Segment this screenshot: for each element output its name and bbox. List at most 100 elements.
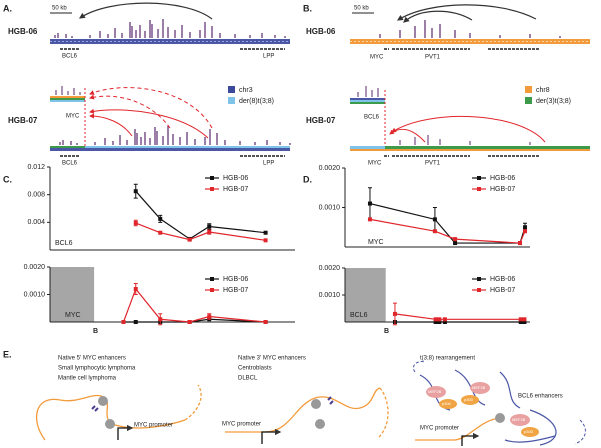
data-point [437, 320, 442, 324]
panel-e: E. Native 5' MYC enhancers Small lymphoc… [3, 349, 586, 446]
legend-marker [210, 187, 214, 191]
factor-label: MEF2B [472, 385, 486, 390]
data-point [158, 230, 163, 235]
dna-strand [415, 417, 501, 441]
legend-marker [477, 176, 481, 180]
chromosome-band [85, 146, 290, 148]
interaction-arc [403, 10, 473, 23]
data-point [133, 189, 138, 194]
data-point [263, 320, 268, 324]
y-tick-label: 0.0010 [24, 291, 46, 298]
chart-annotation: MYC [368, 239, 384, 246]
chromosome-band [50, 98, 85, 100]
data-point [133, 320, 138, 324]
gene-label: BCL6 [62, 54, 78, 60]
promoter-arrow [117, 424, 134, 440]
series-line [122, 287, 266, 323]
chart-annotation: BCL6 [55, 240, 73, 247]
legend-label: HGB-06 [490, 175, 515, 182]
data-point [518, 320, 523, 324]
protein [311, 399, 321, 409]
scale-text: 50 kb [52, 6, 67, 12]
factor-label: p300 [442, 401, 452, 406]
panel-label: B. [303, 3, 312, 13]
factor-label: MEF2B [512, 417, 526, 422]
legend-swatch [228, 97, 235, 104]
interaction-arc [389, 128, 426, 143]
chromosome-band [350, 102, 385, 104]
legend-marker [210, 288, 214, 292]
data-point [367, 217, 372, 222]
interaction-arc [89, 87, 213, 129]
data-point [437, 317, 442, 322]
legend-marker [477, 288, 481, 292]
legend-label: der(8)t(3;8) [239, 98, 274, 105]
signal-track [55, 86, 81, 95]
data-point [453, 237, 458, 242]
data-point [392, 311, 397, 316]
data-point [432, 229, 437, 234]
sample-label: HGB-06 [306, 27, 336, 36]
legend-marker [210, 176, 214, 180]
data-point [133, 221, 138, 226]
promoter-arrow [261, 428, 282, 444]
chart-annotation: B [384, 328, 389, 335]
sample-label: HGB-06 [8, 27, 38, 36]
legend-label: HGB-07 [223, 186, 248, 193]
factor [470, 382, 490, 394]
series-line [394, 313, 525, 320]
data-point [453, 241, 458, 246]
data-point [432, 217, 437, 222]
signal-track [399, 135, 531, 145]
series-line [369, 218, 526, 244]
factor [510, 414, 530, 426]
gene-label: MYC [370, 55, 384, 61]
chromosome-band [50, 100, 85, 102]
data-point [442, 317, 447, 322]
protein [98, 396, 108, 406]
dna-strand [36, 394, 186, 441]
legend-label: der(3)t(3;8) [536, 98, 571, 105]
shaded-region [50, 267, 95, 322]
promoter-label: MYC promoter [420, 426, 459, 432]
data-point [121, 320, 126, 324]
chromosome-band [350, 149, 590, 151]
interaction-arc [391, 115, 546, 143]
data-point [263, 230, 268, 235]
chart-annotation: MYC [65, 312, 81, 319]
gene-label: MYC [368, 161, 382, 167]
chart-annotation: B [93, 328, 98, 335]
caption: Mantle cell lymphoma [58, 376, 117, 382]
protein [495, 413, 505, 423]
data-point [367, 201, 372, 206]
legend-label: HGB-06 [490, 276, 515, 283]
interaction-arc [89, 113, 133, 137]
dna-strand [412, 361, 586, 445]
enhancer-label: BCL6 enhancers [518, 394, 563, 400]
factor [461, 395, 479, 405]
data-point [433, 320, 438, 324]
caption: DLBCL [238, 376, 258, 382]
scale-text: 50 kb [354, 6, 369, 12]
factor-label: MEF2B [428, 389, 442, 394]
legend-label: HGB-07 [223, 287, 248, 294]
gene-label: BCL6 [62, 161, 78, 167]
enhancer-mark [91, 405, 99, 412]
data-point [158, 216, 163, 221]
factor-label: p300 [524, 429, 534, 434]
gene-label: MYC [66, 114, 80, 120]
sample-label: HGB-07 [8, 116, 38, 125]
enhancer-mark [327, 396, 334, 405]
signal-track [54, 18, 286, 39]
signal-track [357, 86, 379, 97]
data-point [518, 317, 523, 322]
caption: Native 5' MYC enhancers [58, 356, 126, 362]
gene-label: PVT1 [425, 161, 441, 167]
data-point [207, 230, 212, 235]
data-point [133, 287, 138, 291]
chromosome-band [50, 148, 290, 151]
y-tick-label: 0.0020 [24, 264, 46, 271]
legend-label: chr3 [239, 87, 253, 94]
promoter-label: MYC promoter [134, 423, 173, 429]
